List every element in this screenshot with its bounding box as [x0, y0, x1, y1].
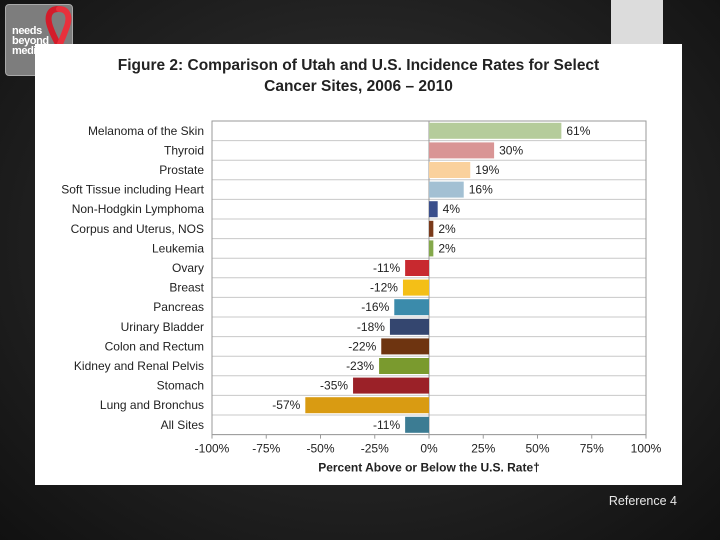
category-label: Leukemia: [152, 241, 204, 255]
bar-value-label: -35%: [320, 379, 348, 393]
bar: [405, 416, 429, 433]
bar-value-label: -57%: [272, 398, 300, 412]
category-label: Non-Hodgkin Lymphoma: [72, 202, 205, 216]
bar: [429, 142, 495, 159]
x-axis-title: Percent Above or Below the U.S. Rate†: [318, 461, 540, 475]
bar-value-label: -23%: [346, 359, 374, 373]
bar-value-label: -11%: [373, 261, 400, 275]
logo-text: needs beyond medicine: [12, 25, 70, 57]
category-label: All Sites: [161, 418, 204, 432]
bar-value-label: 19%: [475, 163, 499, 177]
logo-line-3: medicine: [12, 46, 70, 57]
bar-value-label: -12%: [370, 281, 398, 295]
bar-value-label: 2%: [438, 241, 456, 255]
category-label: Lung and Bronchus: [100, 398, 204, 412]
incidence-bar-chart: -100% -75% -50% -25% 0% 25% 50% 75% 100% Percent …: [61, 120, 662, 475]
x-tick-label: -100%: [195, 442, 230, 456]
category-label: Soft Tissue including Heart: [61, 183, 204, 197]
x-tick-label: -75%: [252, 442, 280, 456]
bar-value-label: 2%: [438, 222, 456, 236]
bar: [429, 122, 562, 139]
category-label: Prostate: [159, 163, 204, 177]
category-label: Kidney and Renal Pelvis: [74, 359, 204, 373]
bar-value-label: 30%: [499, 143, 523, 157]
category-label: Corpus and Uterus, NOS: [71, 222, 204, 236]
figure-title-line-2: Cancer Sites, 2006 – 2010: [264, 78, 453, 95]
category-label: Ovary: [172, 261, 204, 275]
bar-value-label: -11%: [373, 418, 400, 432]
x-tick-label: -50%: [306, 442, 334, 456]
bar: [394, 299, 429, 316]
category-label: Thyroid: [164, 143, 204, 157]
bar-value-label: 61%: [566, 124, 590, 138]
x-tick-label: -25%: [361, 442, 389, 456]
bar-value-label: -16%: [361, 300, 389, 314]
category-label: Urinary Bladder: [121, 320, 204, 334]
x-tick-label: 25%: [471, 442, 495, 456]
bar: [402, 279, 429, 296]
category-label: Pancreas: [153, 300, 204, 314]
bar-value-label: 4%: [443, 202, 461, 216]
bar: [405, 260, 429, 276]
x-tick-label: 0%: [420, 442, 438, 456]
x-tick-label: 75%: [580, 442, 604, 456]
x-tick-label: 100%: [631, 442, 662, 456]
bar: [305, 397, 429, 414]
category-label: Stomach: [157, 379, 204, 393]
bar: [429, 240, 434, 257]
bar-value-label: -22%: [348, 339, 376, 353]
bar-value-label: -18%: [357, 320, 385, 334]
figure-panel: Figure 2: Comparison of Utah and U.S. In…: [35, 44, 682, 485]
bar: [389, 318, 429, 335]
bar-value-label: 16%: [469, 183, 493, 197]
bar: [429, 201, 438, 218]
decorative-corner-box: [611, 0, 663, 46]
logo-line-2: beyond: [12, 35, 49, 47]
logo-line-1: needs: [12, 25, 42, 37]
category-label: Breast: [169, 281, 204, 295]
x-tick-label: 50%: [525, 442, 549, 456]
figure-title: Figure 2: Comparison of Utah and U.S. In…: [35, 55, 682, 97]
bar: [379, 358, 429, 374]
category-label: Melanoma of the Skin: [88, 124, 204, 138]
bar: [429, 162, 471, 178]
bar: [429, 220, 434, 237]
figure-title-line-1: Figure 2: Comparison of Utah and U.S. In…: [117, 57, 600, 74]
category-label: Colon and Rectum: [105, 339, 204, 353]
bar: [429, 181, 464, 198]
bar: [353, 377, 429, 394]
bar: [381, 338, 429, 355]
reference-label: Reference 4: [608, 494, 677, 508]
